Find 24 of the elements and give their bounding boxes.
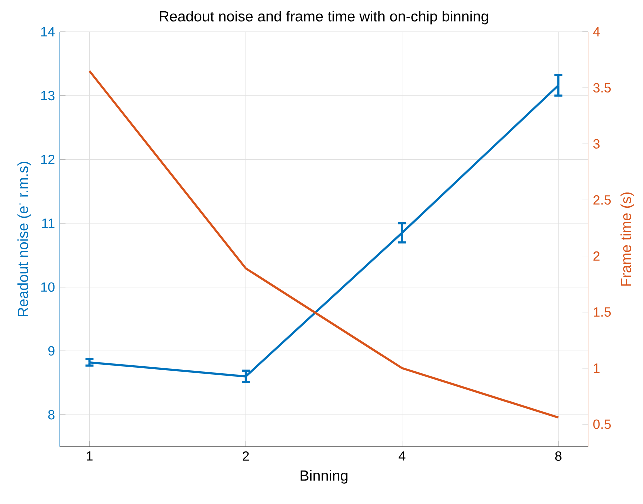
y-tick-label: 13	[42, 91, 55, 100]
y-tick-label: 9	[48, 346, 55, 356]
y-axis-title: Readout noise (e$^{-}$ r.m.s)	[18, 162, 32, 316]
x-tick-label: 4	[398, 451, 406, 461]
y2-tick-label: 1.5	[594, 308, 612, 317]
y2-tick-label: 4	[593, 27, 600, 36]
y2-tick-label: 3.5	[594, 83, 612, 93]
x-tick-label: 1	[87, 451, 93, 461]
y2-tick-label: 0.5	[594, 420, 612, 430]
y2-tick-label: 2	[594, 251, 600, 261]
y2-tick-label: 1	[594, 364, 600, 373]
y-tick-label: 10	[42, 282, 55, 292]
y2-axis-title: Frame time (s)	[620, 192, 634, 286]
chart-title: Readout noise and frame time with on-chip binning	[160, 10, 488, 25]
y2-tick-label: 3	[594, 139, 600, 149]
y2-tick-label: 2.5	[594, 195, 612, 205]
x-tick-label: 2	[242, 451, 250, 461]
y-tick-label: 11	[42, 218, 55, 228]
line-series	[88, 70, 560, 419]
x-axis-title: Binning	[300, 470, 348, 484]
y-tick-label: 14	[42, 27, 55, 36]
x-tick-label: 8	[555, 451, 562, 461]
y-tick-label: 12	[42, 154, 55, 164]
y-tick-label: 8	[48, 410, 55, 420]
